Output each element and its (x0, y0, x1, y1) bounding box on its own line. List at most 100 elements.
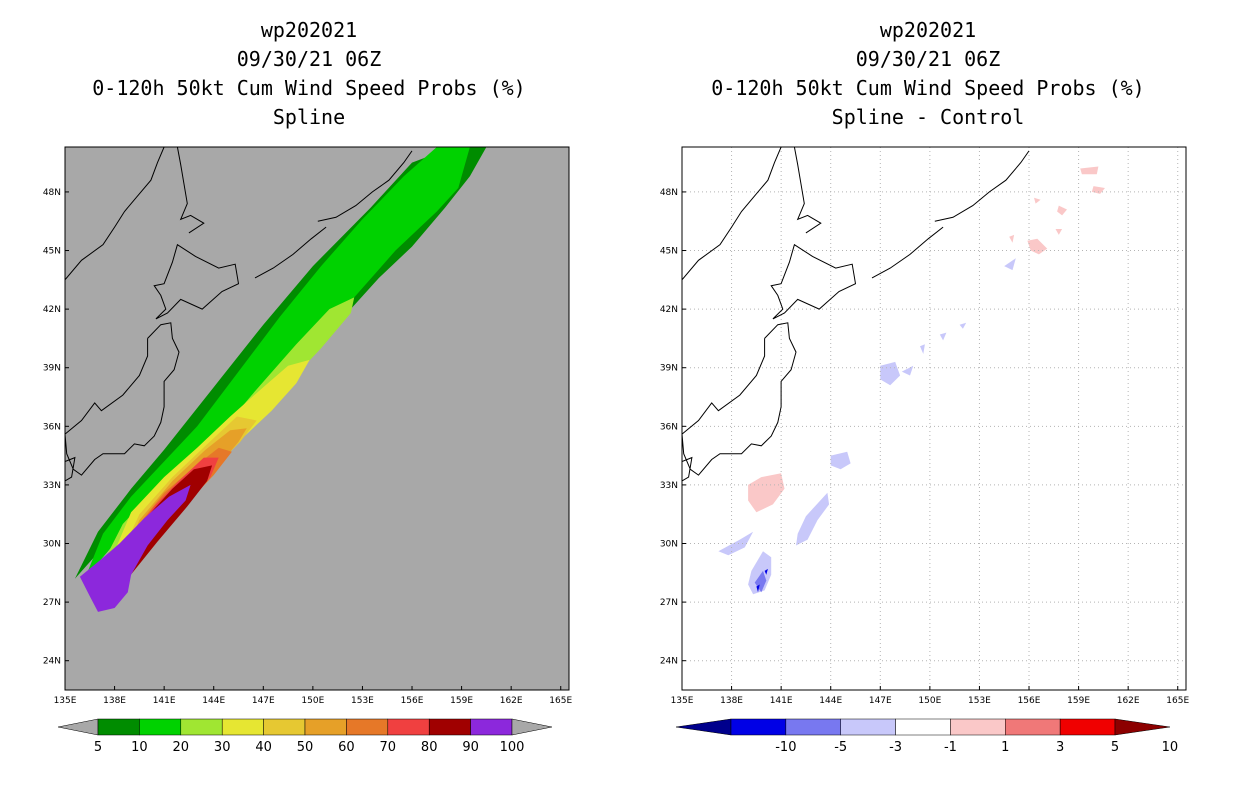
map-frame (681, 146, 1187, 691)
y-tick-label-2: 30N (43, 540, 61, 550)
right-title-line-2: 09/30/21 06Z (855, 47, 1001, 71)
colorbar-label-1: -5 (834, 740, 847, 755)
map-background (65, 147, 569, 690)
x-tick-label-9: 162E (1117, 696, 1140, 706)
right-panel-title: wp202021 09/30/21 06Z 0-120h 50kt Cum Wi… (688, 16, 1168, 132)
colorbar-label-5: 50 (297, 740, 314, 755)
coastline-0 (682, 147, 782, 281)
colorbar-right-arrow (511, 718, 553, 736)
colorbar-swatch-6 (346, 718, 389, 736)
colorbar-label-2: -3 (889, 740, 902, 755)
left-colorbar: 5 10 20 30 40 50 60 70 80 90 100 (57, 718, 553, 755)
left-title-line-2: 09/30/21 06Z (236, 47, 382, 71)
coastline-1 (176, 147, 205, 234)
y-tick-label-0: 24N (43, 657, 61, 667)
x-tick-label-4: 147E (869, 696, 892, 706)
contour-1-0 (748, 473, 785, 513)
colorbar-swatch-5 (304, 718, 347, 736)
contour-neg1-9 (939, 332, 947, 341)
x-tick-label-4: 147E (252, 696, 275, 706)
y-tick-label-5: 39N (43, 364, 61, 374)
x-tick-label-3: 144E (202, 696, 225, 706)
colorbar-label-9: 90 (462, 740, 479, 755)
y-tick-label-7: 45N (660, 247, 678, 257)
y-tick-label-2: 30N (660, 540, 678, 550)
colorbar-label-0: 5 (94, 740, 102, 755)
colorbar-swatch-1 (785, 718, 841, 736)
colorbar-swatch-1 (139, 718, 182, 736)
contour-3-3 (1034, 197, 1041, 204)
y-tick-label-6: 42N (660, 305, 678, 315)
colorbar-left-arrow (675, 718, 732, 736)
colorbar-label-3: -1 (944, 740, 957, 755)
contour-neg1-16 (718, 531, 754, 556)
colorbar-label-4: 40 (255, 740, 272, 755)
coastline-5 (871, 226, 944, 279)
map-frame (64, 146, 570, 691)
right-title-line-1: wp202021 (879, 18, 977, 42)
x-tick-label-1: 138E (103, 696, 126, 706)
contour-80-8 (124, 465, 213, 583)
colorbar-swatch-8 (428, 718, 471, 736)
colorbar-label-10: 100 (500, 740, 525, 755)
contour-neg1-17 (748, 551, 772, 595)
x-tick-label-7: 156E (1018, 696, 1041, 706)
coastline-4 (682, 456, 693, 482)
x-tick-label-1: 138E (720, 696, 743, 706)
colorbar-swatch-2 (840, 718, 896, 736)
coastline-6 (934, 150, 1030, 222)
colorbar-label-6: 60 (338, 740, 355, 755)
contour-neg1-12 (880, 361, 901, 386)
contour-neg1-13 (901, 365, 914, 376)
x-tick-label-0: 135E (54, 696, 77, 706)
colorbar-label-5: 3 (1056, 740, 1064, 755)
colorbar-label-3: 30 (214, 740, 231, 755)
contour-3-4 (1057, 205, 1067, 216)
x-tick-label-10: 165E (1166, 696, 1189, 706)
contour-3-2 (1091, 186, 1105, 194)
colorbar-label-0: -10 (775, 740, 796, 755)
x-tick-label-5: 150E (301, 696, 324, 706)
coastline-2 (770, 243, 857, 320)
colorbar-swatch-0 (97, 718, 140, 736)
colorbar-label-4: 1 (1001, 740, 1009, 755)
contour-3-7 (1009, 234, 1015, 243)
colorbar-label-1: 10 (131, 740, 148, 755)
y-tick-label-7: 45N (43, 247, 61, 257)
colorbar-swatch-6 (1059, 718, 1116, 736)
contour-90-9 (79, 484, 191, 612)
y-tick-label-0: 24N (660, 657, 678, 667)
right-title-line-3: 0-120h 50kt Cum Wind Speed Probs (%) (711, 76, 1145, 100)
contour-neg5-19 (756, 584, 760, 593)
y-tick-label-1: 27N (43, 598, 61, 608)
x-tick-label-8: 159E (1067, 696, 1090, 706)
x-tick-label-7: 156E (401, 696, 424, 706)
coastline-6 (317, 150, 413, 222)
x-tick-label-6: 153E (351, 696, 374, 706)
coastline-0 (65, 147, 165, 281)
y-tick-label-5: 39N (660, 364, 678, 374)
y-tick-label-8: 48N (660, 188, 678, 198)
y-tick-label-3: 33N (660, 481, 678, 491)
colorbar-label-7: 70 (380, 740, 397, 755)
left-title-line-1: wp202021 (260, 18, 358, 42)
right-map-panel: 135E 138E 141E 144E 147E 150E 153E 156E 159E 162E… (660, 146, 1189, 706)
coastline-2 (153, 243, 240, 320)
contour-neg1-15 (796, 492, 830, 546)
x-tick-label-9: 162E (500, 696, 523, 706)
x-tick-label-3: 144E (819, 696, 842, 706)
colorbar-swatch-2 (180, 718, 223, 736)
y-tick-label-8: 48N (43, 188, 61, 198)
left-map-panel: 135E 138E 141E 144E 147E 150E 153E 156E 159E 162E… (43, 146, 572, 706)
contour-neg5-20 (764, 568, 768, 575)
contour-neg1-11 (920, 344, 925, 354)
y-tick-label-4: 36N (660, 422, 678, 432)
colorbar-swatch-9 (470, 718, 513, 736)
colorbar-right-arrow (1114, 718, 1171, 736)
left-title-line-4: Spline (272, 105, 346, 129)
contour-3-1 (1080, 166, 1099, 175)
contour-neg3-18 (754, 570, 767, 593)
colorbar-swatch-4 (263, 718, 306, 736)
colorbar-swatch-0 (730, 718, 787, 736)
